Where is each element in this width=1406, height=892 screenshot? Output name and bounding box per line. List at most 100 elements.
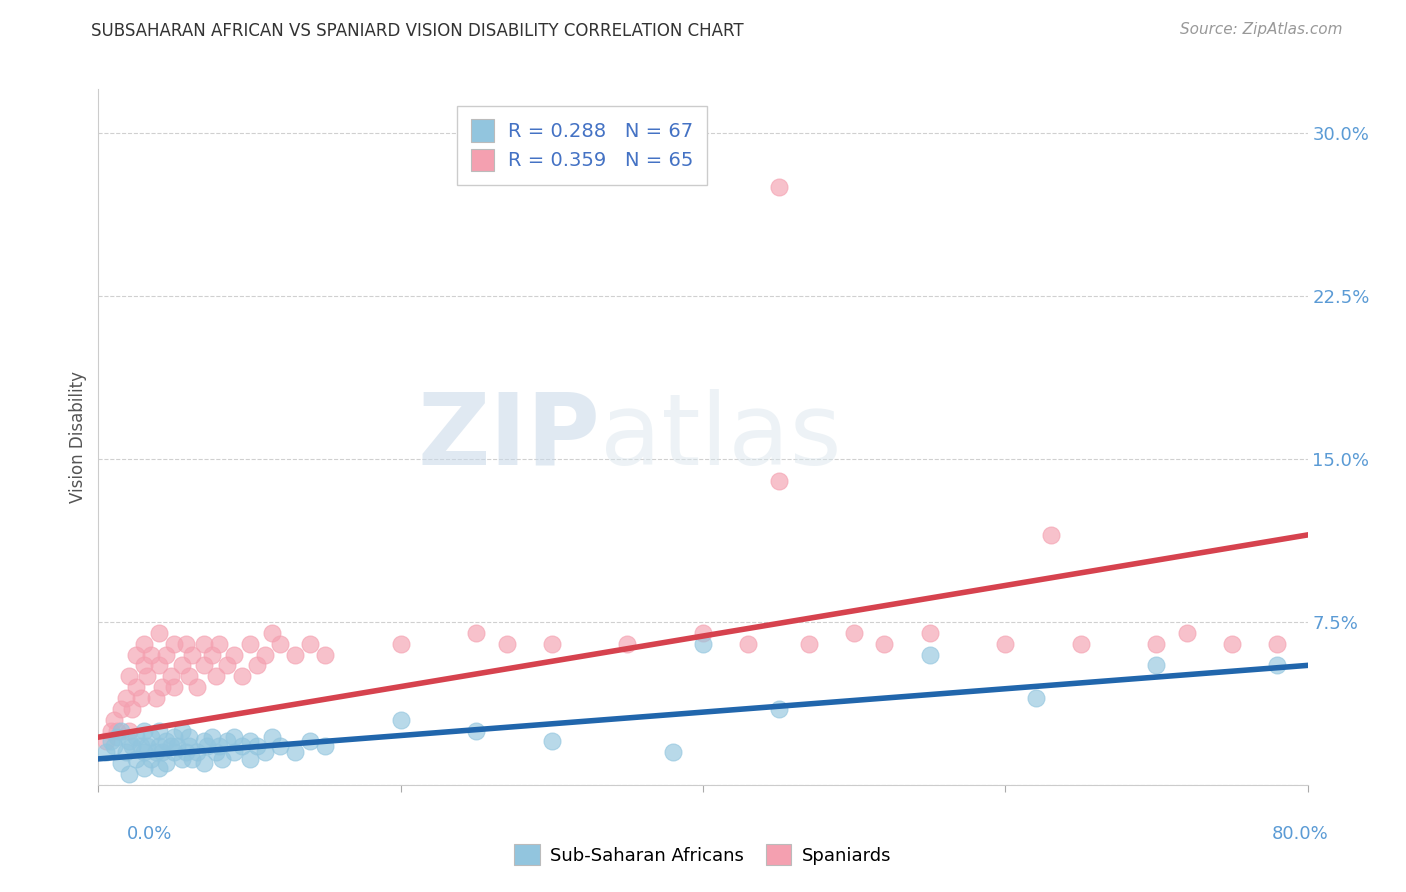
Point bbox=[269, 637, 291, 651]
Point bbox=[141, 752, 163, 766]
Point bbox=[110, 756, 132, 771]
Point bbox=[201, 730, 224, 744]
Point bbox=[181, 648, 204, 662]
Point bbox=[129, 739, 152, 753]
Point bbox=[163, 637, 186, 651]
Point bbox=[148, 760, 170, 774]
Point bbox=[616, 637, 638, 651]
Point bbox=[150, 680, 173, 694]
Point bbox=[174, 637, 197, 651]
Point bbox=[129, 690, 152, 705]
Point bbox=[94, 734, 117, 748]
Point bbox=[1175, 625, 1198, 640]
Text: atlas: atlas bbox=[600, 389, 842, 485]
Y-axis label: Vision Disability: Vision Disability bbox=[69, 371, 87, 503]
Point bbox=[844, 625, 866, 640]
Point bbox=[284, 648, 307, 662]
Point bbox=[94, 745, 117, 759]
Point bbox=[465, 625, 488, 640]
Point bbox=[135, 669, 157, 683]
Point bbox=[1039, 528, 1062, 542]
Point bbox=[125, 648, 148, 662]
Point bbox=[299, 734, 322, 748]
Point bbox=[1220, 637, 1243, 651]
Point bbox=[174, 745, 197, 759]
Point bbox=[141, 730, 163, 744]
Point bbox=[100, 723, 122, 738]
Point bbox=[1144, 637, 1167, 651]
Point bbox=[205, 669, 228, 683]
Point bbox=[179, 730, 201, 744]
Point bbox=[1267, 658, 1289, 673]
Point bbox=[103, 739, 125, 753]
Point bbox=[205, 745, 228, 759]
Point bbox=[208, 637, 231, 651]
Point bbox=[193, 734, 215, 748]
Point bbox=[148, 723, 170, 738]
Point bbox=[163, 680, 186, 694]
Point bbox=[105, 730, 128, 744]
Point bbox=[692, 637, 714, 651]
Point bbox=[118, 767, 141, 781]
Point bbox=[121, 739, 143, 753]
Point bbox=[661, 745, 683, 759]
Point bbox=[692, 625, 714, 640]
Point bbox=[224, 745, 246, 759]
Point bbox=[186, 680, 208, 694]
Point bbox=[160, 739, 183, 753]
Point bbox=[193, 637, 215, 651]
Point bbox=[118, 723, 141, 738]
Point bbox=[121, 702, 143, 716]
Text: 80.0%: 80.0% bbox=[1272, 825, 1329, 843]
Point bbox=[160, 669, 183, 683]
Point bbox=[797, 637, 820, 651]
Point bbox=[118, 669, 141, 683]
Point bbox=[105, 723, 128, 738]
Point bbox=[994, 637, 1017, 651]
Point bbox=[100, 734, 122, 748]
Point bbox=[231, 739, 253, 753]
Text: ZIP: ZIP bbox=[418, 389, 600, 485]
Point bbox=[389, 713, 412, 727]
Point bbox=[246, 739, 269, 753]
Point bbox=[148, 739, 170, 753]
Point bbox=[284, 745, 307, 759]
Point bbox=[215, 658, 238, 673]
Point bbox=[148, 658, 170, 673]
Point bbox=[540, 637, 562, 651]
Point bbox=[141, 648, 163, 662]
Point bbox=[181, 752, 204, 766]
Point bbox=[239, 752, 262, 766]
Point bbox=[299, 637, 322, 651]
Point bbox=[873, 637, 896, 651]
Point bbox=[114, 745, 136, 759]
Point bbox=[239, 637, 262, 651]
Point bbox=[314, 648, 336, 662]
Point bbox=[179, 669, 201, 683]
Point bbox=[145, 690, 167, 705]
Point bbox=[145, 745, 167, 759]
Point bbox=[253, 745, 276, 759]
Point bbox=[768, 702, 790, 716]
Text: Source: ZipAtlas.com: Source: ZipAtlas.com bbox=[1180, 22, 1343, 37]
Text: 0.0%: 0.0% bbox=[127, 825, 172, 843]
Point bbox=[132, 637, 155, 651]
Point bbox=[166, 739, 188, 753]
Point bbox=[170, 752, 193, 766]
Point bbox=[193, 658, 215, 673]
Point bbox=[768, 180, 790, 194]
Point bbox=[110, 702, 132, 716]
Point bbox=[125, 680, 148, 694]
Point bbox=[262, 625, 284, 640]
Point bbox=[114, 690, 136, 705]
Point bbox=[110, 723, 132, 738]
Point bbox=[314, 739, 336, 753]
Point bbox=[103, 713, 125, 727]
Point bbox=[389, 637, 412, 651]
Point bbox=[495, 637, 517, 651]
Point bbox=[239, 734, 262, 748]
Point bbox=[125, 752, 148, 766]
Point bbox=[918, 625, 941, 640]
Point bbox=[150, 745, 173, 759]
Point bbox=[201, 648, 224, 662]
